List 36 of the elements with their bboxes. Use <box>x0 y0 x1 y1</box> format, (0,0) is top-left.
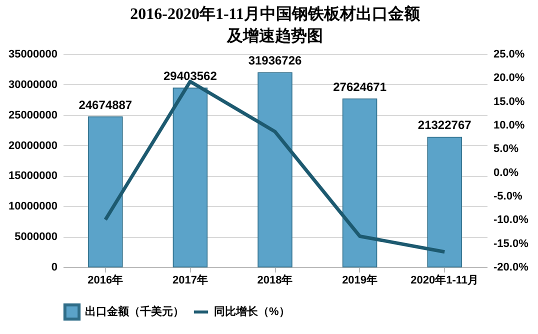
bar <box>88 116 123 268</box>
data-label: 29403562 <box>164 69 218 84</box>
data-label: 27624671 <box>333 80 387 94</box>
x-tick-label: 2019年 <box>342 274 378 286</box>
y-tick-label: 30000000 <box>8 78 58 91</box>
data-label: 31936726 <box>248 54 302 68</box>
bar <box>172 88 208 268</box>
y-tick-label: 10000000 <box>8 200 58 213</box>
y2-tick-label: 25.0% <box>494 48 525 60</box>
y2-tick-label: 10.0% <box>494 120 525 132</box>
x-tick-label: 2016年 <box>88 274 124 286</box>
y-tick-label: 15000000 <box>8 170 58 182</box>
y2-tick-label: -5.0% <box>494 190 522 202</box>
data-label: 21322767 <box>418 118 472 132</box>
bar <box>427 136 462 268</box>
y2-tick-label: -20.0% <box>494 262 529 274</box>
legend-label: 出口金额（千美元） <box>85 305 184 318</box>
y-tick-label: 5000000 <box>14 231 58 244</box>
data-label: 24674887 <box>78 98 132 112</box>
x-tick-label: 2017年 <box>172 274 208 286</box>
legend-label: 同比增长（%） <box>214 305 290 318</box>
x-tick-label: 2020年1-11月 <box>410 274 479 286</box>
y-tick-label: 25000000 <box>8 109 58 122</box>
y2-tick-label: -15.0% <box>494 238 529 250</box>
y2-tick-label: 15.0% <box>494 96 525 108</box>
bar <box>342 98 378 268</box>
y2-tick-label: -10.0% <box>494 214 529 226</box>
y2-tick-label: 5.0% <box>494 143 519 156</box>
x-tick-label: 2018年 <box>257 274 293 286</box>
chart-title: 2016-2020年1-11月中国钢铁板材出口金额及增速趋势图 <box>130 5 421 45</box>
y2-tick-label: 0.0% <box>494 166 519 179</box>
y-tick-label: 0 <box>51 262 58 274</box>
y-tick-label: 35000000 <box>8 48 58 60</box>
bar <box>258 72 292 268</box>
y-tick-label: 20000000 <box>8 140 58 152</box>
y2-tick-label: 20.0% <box>494 72 525 84</box>
